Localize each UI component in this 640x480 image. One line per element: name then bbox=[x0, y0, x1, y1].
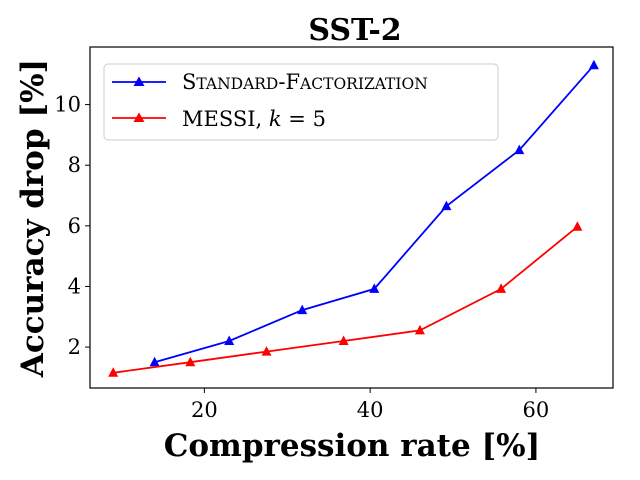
axes-frame bbox=[89, 46, 614, 389]
data-point-standard bbox=[149, 356, 160, 367]
data-point-standard bbox=[297, 304, 308, 315]
y-tick-label: 4 bbox=[68, 274, 81, 298]
data-point-messi bbox=[108, 367, 119, 377]
legend-marker-messi bbox=[133, 112, 145, 122]
x-tick-label: 20 bbox=[191, 398, 218, 422]
legend: STANDARD-FACTORIZATION MESSI, k = 5 bbox=[103, 63, 499, 141]
y-tick-label: 6 bbox=[68, 214, 81, 238]
data-point-standard bbox=[224, 335, 235, 345]
y-axis-label: Accuracy drop [%] bbox=[15, 59, 51, 378]
legend-marker-standard bbox=[133, 76, 145, 86]
chart-title: SST-2 bbox=[308, 13, 401, 48]
data-point-standard bbox=[441, 200, 452, 211]
data-point-messi bbox=[496, 283, 507, 293]
legend-label-standard: STANDARD-FACTORIZATION bbox=[182, 70, 428, 94]
legend-label-messi: MESSI, k = 5 bbox=[182, 107, 326, 131]
plot-area bbox=[108, 59, 599, 377]
x-tick-label: 60 bbox=[523, 398, 550, 422]
data-point-messi bbox=[338, 335, 349, 345]
data-point-standard bbox=[369, 283, 380, 293]
y-tick-label: 8 bbox=[68, 153, 81, 177]
x-tick-label: 40 bbox=[357, 398, 384, 422]
y-tick-label: 10 bbox=[54, 93, 81, 117]
legend-frame bbox=[103, 63, 499, 141]
y-tick-label: 2 bbox=[68, 335, 81, 359]
data-point-messi bbox=[261, 346, 272, 356]
data-point-standard bbox=[514, 144, 525, 155]
series-line-messi bbox=[113, 226, 578, 374]
x-axis-label: Compression rate [%] bbox=[164, 428, 541, 464]
data-point-standard bbox=[588, 59, 599, 70]
data-point-messi bbox=[572, 221, 583, 231]
data-point-messi bbox=[414, 324, 425, 335]
data-point-messi bbox=[185, 356, 196, 367]
axis-ticks: 20 40 60 2 4 6 8 10 bbox=[54, 93, 549, 422]
